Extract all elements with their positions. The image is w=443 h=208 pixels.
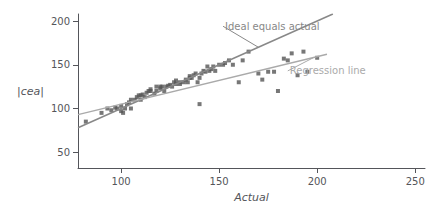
svg-text:200: 200 xyxy=(51,16,70,27)
svg-text:Actual: Actual xyxy=(233,191,269,204)
svg-text:|cea|: |cea| xyxy=(17,85,44,98)
svg-text:100: 100 xyxy=(112,176,131,187)
svg-text:150: 150 xyxy=(51,59,70,70)
svg-text:50: 50 xyxy=(57,147,70,158)
svg-text:Ideal equals actual: Ideal equals actual xyxy=(225,21,319,32)
svg-text:100: 100 xyxy=(51,103,70,114)
svg-text:200: 200 xyxy=(308,176,327,187)
svg-text:250: 250 xyxy=(406,176,425,187)
svg-text:150: 150 xyxy=(210,176,229,187)
svg-text:Regression line: Regression line xyxy=(290,65,366,76)
